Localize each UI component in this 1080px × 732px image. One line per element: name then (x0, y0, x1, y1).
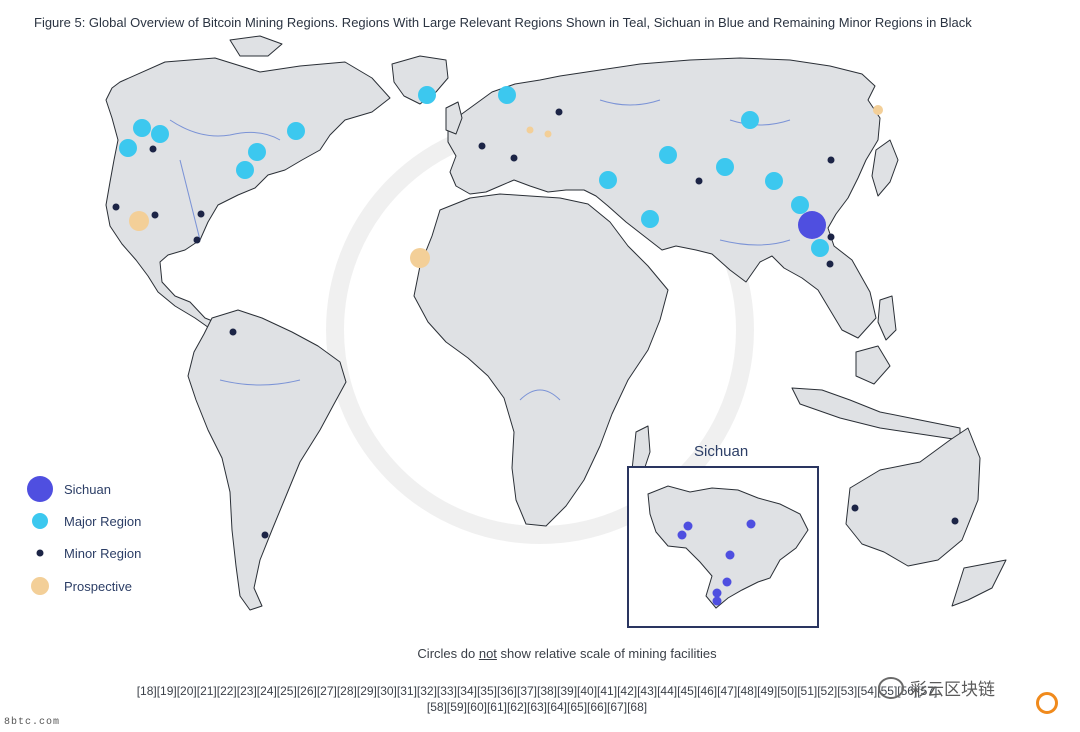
major-region-marker (716, 158, 734, 176)
borneo (855, 345, 891, 385)
inset-marker (722, 577, 732, 587)
major-region-marker (811, 239, 829, 257)
minor-region-marker (478, 142, 486, 150)
indonesia (791, 387, 961, 441)
great-britain (445, 101, 463, 135)
wechat-account-name: 彩云区块链 (910, 680, 995, 699)
minor-region-marker (695, 177, 703, 185)
major-region-marker (599, 171, 617, 189)
minor-region-marker (827, 233, 835, 241)
legend-label-minor: Minor Region (64, 546, 141, 561)
prospective-marker (410, 248, 430, 268)
prospective-marker (873, 105, 883, 115)
japan (871, 139, 899, 197)
minor-region-marker (827, 156, 835, 164)
caption-before: Circles do (417, 646, 479, 661)
rivers (169, 99, 791, 401)
legend: Sichuan Major Region Minor Region Prospe… (27, 476, 141, 595)
major-region-marker (418, 86, 436, 104)
australia (845, 427, 981, 567)
minor-region-marker (112, 203, 120, 211)
minor-region-marker (826, 260, 834, 268)
major-region-marker (236, 161, 254, 179)
inset-markers (677, 519, 756, 606)
minor-region-marker (951, 517, 959, 525)
wechat-watermark: 彩云区块链 (878, 675, 995, 700)
new-zealand (951, 559, 1007, 607)
inset-marker (712, 588, 722, 598)
minor-region-marker (197, 210, 205, 218)
south-america (187, 309, 347, 611)
major-region-markers (119, 86, 829, 257)
inset-marker (677, 530, 687, 540)
source-watermark: 8btc.com (4, 717, 61, 728)
minor-region-marker (510, 154, 518, 162)
inset-marker (712, 596, 722, 606)
major-region-marker (641, 210, 659, 228)
philippines (877, 295, 897, 341)
inset-marker (683, 521, 693, 531)
caption-after: show relative scale of mining facilities (496, 646, 717, 661)
major-region-marker (659, 146, 677, 164)
inset-title: Sichuan (694, 443, 748, 460)
legend-major-swatch (32, 513, 48, 529)
caption-emphasis: not (478, 646, 497, 661)
minor-region-marker (851, 504, 859, 512)
references: [18][19][20][21][22][23][24][25][26][27]… (42, 683, 1032, 715)
prospective-marker (544, 130, 552, 138)
landmasses (105, 35, 1007, 611)
inset-marker (725, 550, 735, 560)
sichuan-inset: Sichuan (627, 443, 819, 628)
major-region-marker (119, 139, 137, 157)
prospective-marker (129, 211, 149, 231)
brand-logo-icon (1036, 692, 1058, 714)
map-caption: Circles do not show relative scale of mi… (0, 646, 1080, 661)
references-line-2: [58][59][60][61][62][63][64][65][66][67]… (426, 700, 648, 714)
minor-region-marker (149, 145, 157, 153)
major-region-marker (248, 143, 266, 161)
major-region-marker (151, 125, 169, 143)
major-region-marker (133, 119, 151, 137)
major-region-marker (765, 172, 783, 190)
minor-region-marker (555, 108, 563, 116)
north-america (105, 57, 391, 333)
africa (413, 193, 669, 527)
legend-label-prospective: Prospective (64, 579, 132, 594)
inset-marker (746, 519, 756, 529)
major-region-marker (741, 111, 759, 129)
minor-region-marker (193, 236, 201, 244)
legend-label-sichuan: Sichuan (64, 482, 111, 497)
minor-region-marker (229, 328, 237, 336)
prospective-markers (129, 105, 883, 268)
major-region-marker (287, 122, 305, 140)
canada-islands (229, 35, 283, 57)
sichuan-province-shape (647, 485, 809, 609)
minor-region-marker (261, 531, 269, 539)
legend-label-major: Major Region (64, 514, 141, 529)
legend-sichuan-swatch (27, 476, 53, 502)
references-line-1: [18][19][20][21][22][23][24][25][26][27]… (136, 684, 938, 698)
sichuan-marker (798, 211, 826, 239)
legend-prospective-swatch (31, 577, 49, 595)
major-region-marker (498, 86, 516, 104)
region-markers (112, 86, 959, 539)
prospective-marker (526, 126, 534, 134)
major-region-marker (791, 196, 809, 214)
wechat-icon (878, 676, 904, 699)
eurasia (447, 57, 881, 339)
legend-minor-swatch (36, 549, 44, 557)
minor-region-marker (151, 211, 159, 219)
figure-title: Figure 5: Global Overview of Bitcoin Min… (34, 15, 972, 30)
minor-region-markers (112, 108, 959, 539)
